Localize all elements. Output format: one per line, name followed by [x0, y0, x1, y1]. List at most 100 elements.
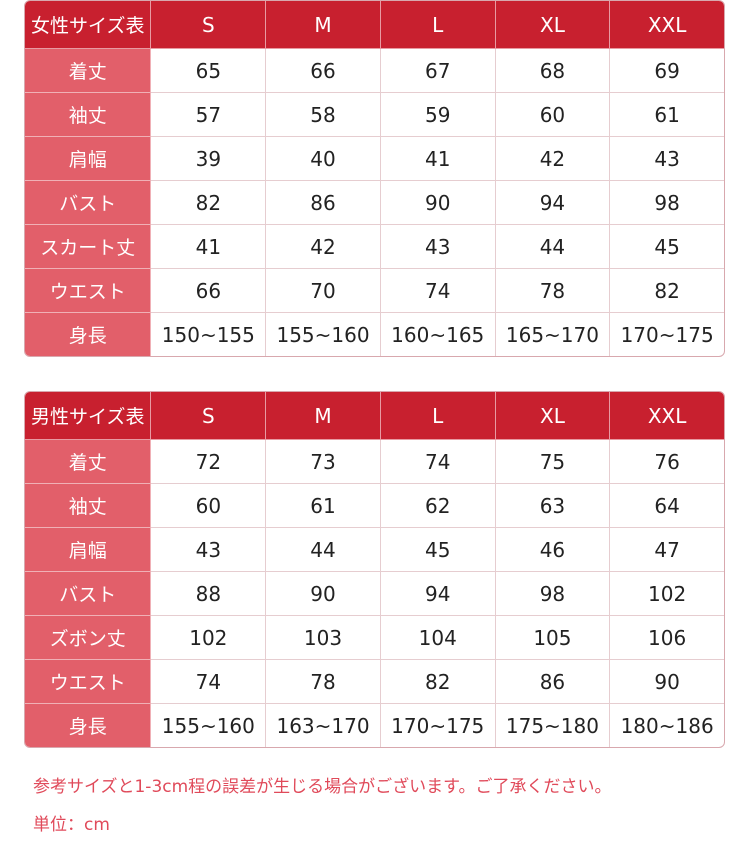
row-label: ウエスト: [25, 660, 152, 704]
table-cell: 65: [151, 49, 267, 93]
table-cell: 160~165: [381, 313, 496, 356]
size-header-m: M: [266, 1, 381, 49]
table-row: スカート丈 41 42 43 44 45: [25, 225, 724, 269]
table-cell: 72: [151, 440, 267, 484]
table-cell: 42: [266, 225, 381, 269]
table-cell: 94: [495, 181, 611, 225]
table-cell: 170~175: [620, 322, 714, 347]
table-row: バスト 82 86 90 94 98: [25, 181, 724, 225]
table-cell: 47: [610, 528, 724, 572]
table-cell: 175~180: [496, 704, 611, 747]
table-cell: 82: [151, 181, 267, 225]
size-header-s: S: [151, 1, 267, 49]
table-cell: 106: [610, 616, 724, 660]
table-cell: 69: [610, 49, 724, 93]
table-cell: 45: [610, 225, 724, 269]
table-cell: 61: [266, 484, 381, 528]
table-cell: 163~170: [266, 704, 381, 747]
table-cell: 67: [380, 49, 496, 93]
table-cell: 58: [266, 93, 381, 137]
men-size-table: 男性サイズ表 S M L XL XXL 着丈 72 73 74 75 76 袖丈 60 61 62 63 64 肩幅…: [24, 391, 725, 748]
row-label: バスト: [25, 572, 152, 616]
table-cell: 40: [266, 137, 381, 181]
table-cell: 41: [380, 137, 496, 181]
table-title: 女性サイズ表: [25, 1, 152, 49]
header-row: 女性サイズ表 S M L XL XXL: [25, 1, 724, 49]
table-cell: 74: [380, 269, 496, 313]
table-cell: 63: [495, 484, 611, 528]
size-header-l: L: [380, 1, 496, 49]
table-row: 肩幅 43 44 45 46 47: [25, 528, 724, 572]
women-size-table: 女性サイズ表 S M L XL XXL 着丈 65 66 67 68 69 袖丈 57 58 59 60 61 肩幅…: [24, 0, 725, 357]
table-row: バスト 88 90 94 98 102: [25, 572, 724, 616]
size-header-xxl: XXL: [610, 1, 724, 49]
table-cell: 43: [610, 137, 724, 181]
table-cell: 45: [380, 528, 496, 572]
table-cell: 73: [266, 440, 381, 484]
row-label: 袖丈: [25, 93, 152, 137]
size-header-xl: XL: [495, 1, 611, 49]
table-row: 袖丈 57 58 59 60 61: [25, 93, 724, 137]
table-cell: 105: [495, 616, 611, 660]
table-cell: 180~186: [620, 713, 714, 738]
table-cell: 90: [266, 572, 381, 616]
table-cell: 102: [151, 616, 267, 660]
table-cell: 90: [610, 660, 724, 704]
table-cell: 43: [151, 528, 267, 572]
table-cell: 46: [495, 528, 611, 572]
table-cell: 155~160: [266, 313, 381, 356]
table-cell: 78: [495, 269, 611, 313]
size-header-xl: XL: [495, 392, 611, 440]
unit-note: 単位：cm: [33, 815, 110, 835]
size-header-l: L: [380, 392, 496, 440]
table-cell: 170~175: [381, 704, 496, 747]
table-cell: 61: [610, 93, 724, 137]
table-cell: 98: [610, 181, 724, 225]
row-label: 身長: [25, 313, 152, 356]
table-row: ウエスト 74 78 82 86 90: [25, 660, 724, 704]
row-label: 着丈: [25, 49, 152, 93]
row-label: 袖丈: [25, 484, 152, 528]
table-row: ズボン丈 102 103 104 105 106: [25, 616, 724, 660]
table-cell: 86: [266, 181, 381, 225]
table-row: 着丈 72 73 74 75 76: [25, 440, 724, 484]
table-cell: 59: [380, 93, 496, 137]
table-cell: 155~160: [151, 704, 267, 747]
table-cell: 82: [380, 660, 496, 704]
table-cell: 70: [266, 269, 381, 313]
table-cell: 66: [151, 269, 267, 313]
table-cell: 43: [380, 225, 496, 269]
size-header-xxl: XXL: [610, 392, 724, 440]
table-row: 袖丈 60 61 62 63 64: [25, 484, 724, 528]
table-cell: 44: [266, 528, 381, 572]
table-cell: 98: [495, 572, 611, 616]
row-label: 身長: [25, 704, 152, 747]
table-cell: 102: [610, 572, 724, 616]
table-title: 男性サイズ表: [25, 392, 152, 440]
table-cell: 68: [495, 49, 611, 93]
table-cell: 76: [610, 440, 724, 484]
table-cell: 60: [495, 93, 611, 137]
table-cell: 165~170: [496, 313, 611, 356]
header-row: 男性サイズ表 S M L XL XXL: [25, 392, 724, 440]
table-row: 身長 155~160 163~170 170~175 175~180 180~186: [25, 704, 724, 747]
row-label: 肩幅: [25, 528, 152, 572]
row-label: 肩幅: [25, 137, 152, 181]
table-cell: 75: [495, 440, 611, 484]
table-cell: 104: [380, 616, 496, 660]
table-cell: 74: [380, 440, 496, 484]
row-label: スカート丈: [25, 225, 152, 269]
table-cell: 60: [151, 484, 267, 528]
table-cell: 44: [495, 225, 611, 269]
table-cell: 103: [266, 616, 381, 660]
table-cell: 66: [266, 49, 381, 93]
row-label: バスト: [25, 181, 152, 225]
size-header-m: M: [266, 392, 381, 440]
table-cell: 86: [495, 660, 611, 704]
table-cell: 42: [495, 137, 611, 181]
table-cell: 90: [380, 181, 496, 225]
table-row: 肩幅 39 40 41 42 43: [25, 137, 724, 181]
row-label: ウエスト: [25, 269, 152, 313]
table-cell: 64: [610, 484, 724, 528]
tolerance-note: 参考サイズと1-3cm程の誤差が生じる場合がございます。ご了承ください。: [33, 777, 612, 797]
